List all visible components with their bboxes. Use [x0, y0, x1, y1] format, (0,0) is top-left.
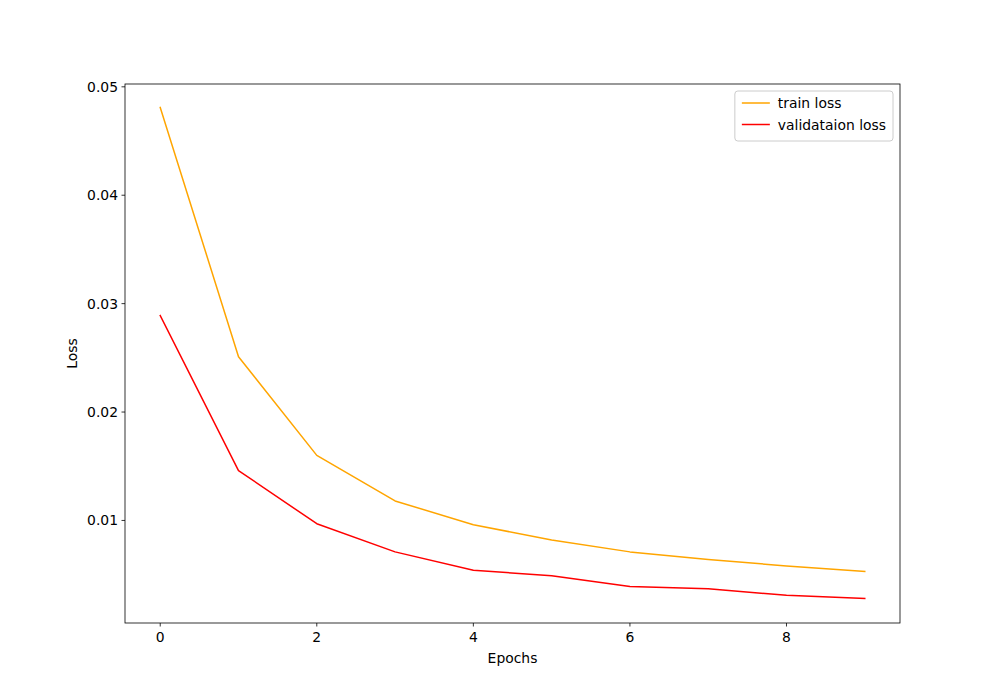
y-tick-label: 0.02 — [87, 404, 118, 420]
legend-swatch — [742, 124, 770, 126]
legend-swatch — [742, 102, 770, 104]
background — [0, 0, 1000, 700]
x-tick-label: 8 — [782, 629, 791, 645]
y-tick-label: 0.03 — [87, 296, 118, 312]
y-tick-label: 0.01 — [87, 512, 118, 528]
chart-svg: 0 2 4 6 8 0.01 0.02 0.03 0.04 0.05 Epochs Loss train… — [0, 0, 1000, 700]
y-axis-label: Loss — [64, 338, 80, 368]
plot-area — [160, 107, 865, 598]
x-tick — [629, 623, 630, 627]
legend: train loss validataion loss — [735, 91, 893, 141]
x-tick-label: 0 — [156, 629, 165, 645]
x-axis-label: Epochs — [488, 650, 538, 666]
y-tick — [122, 520, 126, 521]
chart-container: 0 2 4 6 8 0.01 0.02 0.03 0.04 0.05 Epochs Loss train… — [0, 0, 1000, 700]
y-tick — [122, 195, 126, 196]
y-tick — [122, 303, 126, 304]
y-tick — [122, 86, 126, 87]
x-tick-label: 4 — [469, 629, 478, 645]
x-tick-label: 6 — [626, 629, 635, 645]
x-tick — [786, 623, 787, 627]
x-tick — [473, 623, 474, 627]
series-line — [160, 107, 865, 571]
legend-box — [735, 91, 893, 141]
legend-label: train loss — [778, 95, 842, 111]
x-tick-label: 2 — [312, 629, 321, 645]
y-tick-label: 0.05 — [87, 79, 118, 95]
y-tick-label: 0.04 — [87, 187, 118, 203]
y-tick — [122, 412, 126, 413]
x-tick — [160, 623, 161, 627]
plot-frame — [125, 84, 900, 623]
series-line — [160, 316, 865, 599]
x-tick — [316, 623, 317, 627]
legend-label: validataion loss — [778, 117, 886, 133]
